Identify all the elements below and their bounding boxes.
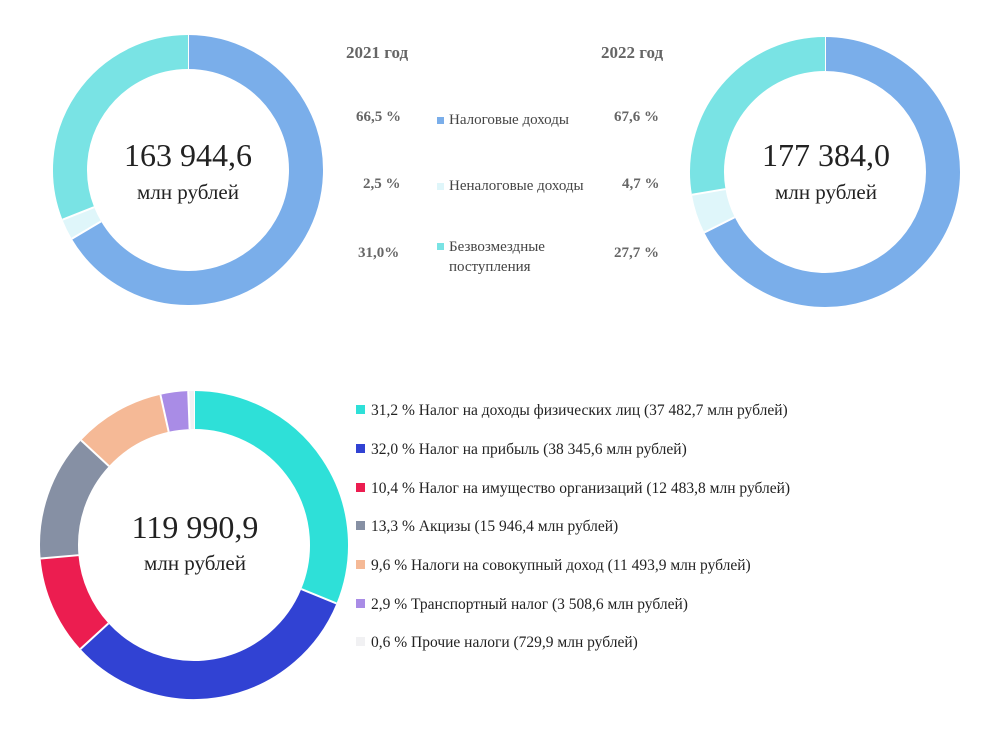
year-2021-title: 2021 год xyxy=(346,43,409,62)
chart3-slice-6 xyxy=(160,391,191,432)
legend-swatch-other xyxy=(356,637,365,646)
chart3-unit: млн рублей xyxy=(144,551,246,575)
chart3-separator-3 xyxy=(79,622,110,650)
chart2-separator-2 xyxy=(703,216,736,234)
chart1-separator-2 xyxy=(71,220,102,240)
legend-row-other-text: 0,6 % Прочие налоги (729,9 млн рублей) xyxy=(371,634,638,651)
legend-nontax-label: Неналоговые доходы xyxy=(449,178,584,194)
chart3-slice-5 xyxy=(81,394,170,467)
legend-row-excise: 13,3 % Акцизы (15 946,4 млн рублей) xyxy=(356,518,618,536)
pct-2022-tax: 67,6 % xyxy=(614,109,659,125)
legend-swatch-grants xyxy=(437,243,444,250)
pct-2021-grants: 31,0% xyxy=(358,245,400,261)
legend-row-profit: 32,0 % Налог на прибыль (38 345,6 млн ру… xyxy=(356,441,687,459)
legend-swatch-income xyxy=(356,560,365,569)
chart2-slice-1 xyxy=(704,37,960,307)
chart3-slice-4 xyxy=(40,440,110,559)
legend-row-profit-text: 32,0 % Налог на прибыль (38 345,6 млн ру… xyxy=(371,441,687,458)
chart1-separator-3 xyxy=(62,206,95,221)
legend-row-transport: 2,9 % Транспортный налог (3 508,6 млн ру… xyxy=(356,596,688,614)
pct-2021-tax: 66,5 % xyxy=(356,109,401,125)
chart1-total: 163 944,6 xyxy=(124,137,252,173)
pct-2022-grants: 27,7 % xyxy=(614,245,659,261)
chart2-slice-2 xyxy=(691,188,735,233)
legend-row-income-text: 9,6 % Налоги на совокупный доход (11 493… xyxy=(371,557,751,574)
legend-swatch-tax xyxy=(437,117,444,124)
chart3-slice-1 xyxy=(193,391,348,604)
legend-row-ndfl-text: 31,2 % Налог на доходы физических лиц (3… xyxy=(371,402,788,419)
legend-grants-line2: поступления xyxy=(449,259,531,275)
chart3-total: 119 990,9 xyxy=(131,509,259,545)
chart2-unit: млн рублей xyxy=(775,180,877,204)
chart3-separator-6 xyxy=(159,394,170,433)
chart1-slice-2 xyxy=(62,206,102,239)
chart3-slice-3 xyxy=(40,554,109,649)
chart1-slice-1 xyxy=(71,35,323,305)
pct-2022-nontax: 4,7 % xyxy=(622,176,660,192)
chart1-unit: млн рублей xyxy=(137,180,239,204)
legend-row-property: 10,4 % Налог на имущество организаций (1… xyxy=(356,480,790,498)
legend-swatch-property xyxy=(356,483,365,492)
legend-grants-line1: Безвозмездные xyxy=(449,239,545,255)
legend-row-property-text: 10,4 % Налог на имущество организаций (1… xyxy=(371,480,791,497)
legend-swatch-transport xyxy=(356,599,365,608)
legend-row-other: 0,6 % Прочие налоги (729,9 млн рублей) xyxy=(356,634,638,652)
legend-row-income: 9,6 % Налоги на совокупный доход (11 493… xyxy=(356,557,751,575)
legend-tax-label: Налоговые доходы xyxy=(449,112,569,128)
legend-grants-label: Безвозмездные поступления xyxy=(449,237,545,277)
chart3-separator-7 xyxy=(187,391,191,430)
chart2-total: 177 384,0 xyxy=(762,137,890,173)
year-2022-title: 2022 год xyxy=(601,43,664,62)
chart2-slice-3 xyxy=(690,37,826,195)
chart2-separator-3 xyxy=(691,188,726,196)
pct-2021-nontax: 2,5 % xyxy=(363,176,401,192)
legend-row-excise-text: 13,3 % Акцизы (15 946,4 млн рублей) xyxy=(371,518,619,535)
chart3-separator-4 xyxy=(40,554,79,560)
legend-swatch-excise xyxy=(356,521,365,530)
chart1-slice-3 xyxy=(53,35,189,220)
legend-swatch-nontax xyxy=(437,183,444,190)
legend-swatch-profit xyxy=(356,444,365,453)
legend-row-transport-text: 2,9 % Транспортный налог (3 508,6 млн ру… xyxy=(371,596,688,613)
chart3-slice-2 xyxy=(80,588,337,699)
legend-swatch-ndfl xyxy=(356,405,365,414)
legend-row-ndfl: 31,2 % Налог на доходы физических лиц (3… xyxy=(356,402,788,420)
chart3-separator-2 xyxy=(300,588,337,605)
chart3-separator-5 xyxy=(80,439,110,467)
